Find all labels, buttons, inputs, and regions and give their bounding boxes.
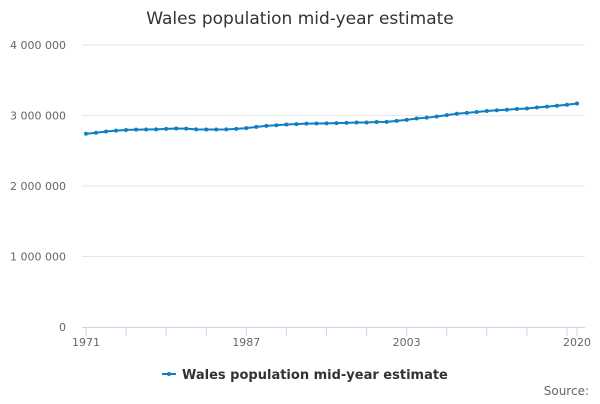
- data-point: [94, 130, 99, 135]
- data-point: [114, 128, 119, 133]
- data-point: [504, 107, 509, 112]
- data-point: [514, 107, 519, 112]
- data-point: [484, 109, 489, 114]
- data-point: [364, 120, 369, 125]
- data-point: [144, 127, 149, 132]
- data-point: [174, 126, 179, 131]
- y-tick-label: 1 000 000: [10, 251, 66, 264]
- data-point: [554, 103, 559, 108]
- data-point: [304, 121, 309, 126]
- data-point: [444, 113, 449, 118]
- data-point: [324, 121, 329, 126]
- data-point: [464, 110, 469, 115]
- data-point: [134, 127, 139, 132]
- data-point: [344, 120, 349, 125]
- data-point: [274, 123, 279, 128]
- data-point: [314, 121, 319, 126]
- data-point: [164, 126, 169, 131]
- data-point: [234, 126, 239, 131]
- data-point: [474, 109, 479, 114]
- data-point: [404, 117, 409, 122]
- data-point: [194, 127, 199, 132]
- y-tick-label: 0: [59, 321, 66, 334]
- x-tick-label: 2020: [563, 336, 591, 349]
- data-point: [184, 126, 189, 131]
- data-point: [224, 127, 229, 132]
- data-point: [84, 131, 88, 136]
- data-point: [104, 129, 109, 134]
- data-point: [294, 122, 299, 127]
- series-line: [85, 102, 578, 135]
- data-point: [424, 115, 429, 120]
- data-point: [454, 111, 459, 116]
- data-point: [354, 120, 359, 125]
- data-point: [394, 118, 399, 123]
- y-tick-label: 4 000 000: [10, 39, 66, 52]
- x-tick-label: 1971: [72, 336, 100, 349]
- data-point: [204, 127, 209, 132]
- data-point: [264, 123, 269, 128]
- legend-label: Wales population mid-year estimate: [182, 368, 448, 383]
- data-point: [374, 120, 379, 125]
- x-tick-label: 1987: [232, 336, 260, 349]
- data-point: [414, 116, 419, 121]
- data-point: [244, 126, 249, 131]
- legend-marker-icon: [167, 372, 171, 376]
- data-point: [494, 108, 499, 113]
- y-tick-label: 2 000 000: [10, 180, 66, 193]
- chart-title: Wales population mid-year estimate: [146, 9, 454, 29]
- data-point: [534, 105, 539, 110]
- data-point: [524, 106, 529, 111]
- data-point: [384, 119, 389, 124]
- y-tick-label: 3 000 000: [10, 110, 66, 123]
- data-point: [254, 124, 259, 129]
- data-point: [544, 104, 549, 109]
- x-tick-label: 2003: [393, 336, 421, 349]
- data-point: [284, 122, 289, 127]
- data-point: [214, 127, 219, 132]
- data-point: [564, 102, 569, 107]
- data-point: [575, 101, 579, 106]
- legend[interactable]: Wales population mid-year estimate: [162, 368, 448, 383]
- data-point: [154, 127, 159, 132]
- source-label: Source:: [544, 384, 589, 398]
- data-point: [124, 127, 129, 132]
- data-point: [434, 114, 439, 119]
- data-point: [334, 121, 339, 126]
